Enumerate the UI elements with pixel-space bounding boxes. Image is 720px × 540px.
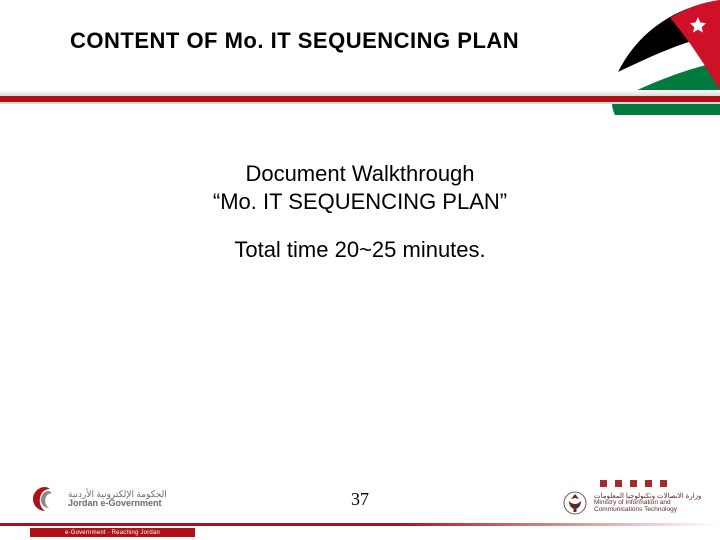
footer-logo-left: الحكومة الإلكترونية الأردنية Jordan e-Go… <box>30 484 167 514</box>
slide-title: CONTENT OF Mo. IT SEQUENCING PLAN <box>70 28 519 54</box>
dot-icon <box>615 480 622 487</box>
body-content: Document Walkthrough “Mo. IT SEQUENCING … <box>0 160 720 263</box>
body-line-1: Document Walkthrough <box>0 160 720 188</box>
ministry-text: وزارة الاتصالات وتكنولوجيا المعلومات Min… <box>594 493 701 514</box>
footer-tagline-bar: e-Government · Reaching Jordan <box>30 528 195 537</box>
ministry-english-2: Communications Technology <box>594 507 701 514</box>
divider-bar <box>0 90 720 104</box>
ministry-dots-icon <box>600 480 667 487</box>
body-line-3: Total time 20~25 minutes. <box>0 237 720 263</box>
crest-icon <box>562 490 588 516</box>
footer-divider <box>0 523 720 526</box>
dot-icon <box>660 480 667 487</box>
ministry-row: وزارة الاتصالات وتكنولوجيا المعلومات Min… <box>562 490 701 516</box>
slide: CONTENT OF Mo. IT SEQUENCING PLAN Docume… <box>0 0 720 540</box>
egov-swirl-icon <box>30 484 60 514</box>
footer-logo-right: وزارة الاتصالات وتكنولوجيا المعلومات Min… <box>562 480 702 516</box>
egov-text: الحكومة الإلكترونية الأردنية Jordan e-Go… <box>68 490 167 509</box>
dot-icon <box>630 480 637 487</box>
dot-icon <box>645 480 652 487</box>
body-line-2: “Mo. IT SEQUENCING PLAN” <box>0 188 720 216</box>
divider-shadow <box>0 102 720 104</box>
dot-icon <box>600 480 607 487</box>
egov-english: Jordan e-Government <box>68 499 167 508</box>
footer-tagline: e-Government · Reaching Jordan <box>65 530 160 536</box>
